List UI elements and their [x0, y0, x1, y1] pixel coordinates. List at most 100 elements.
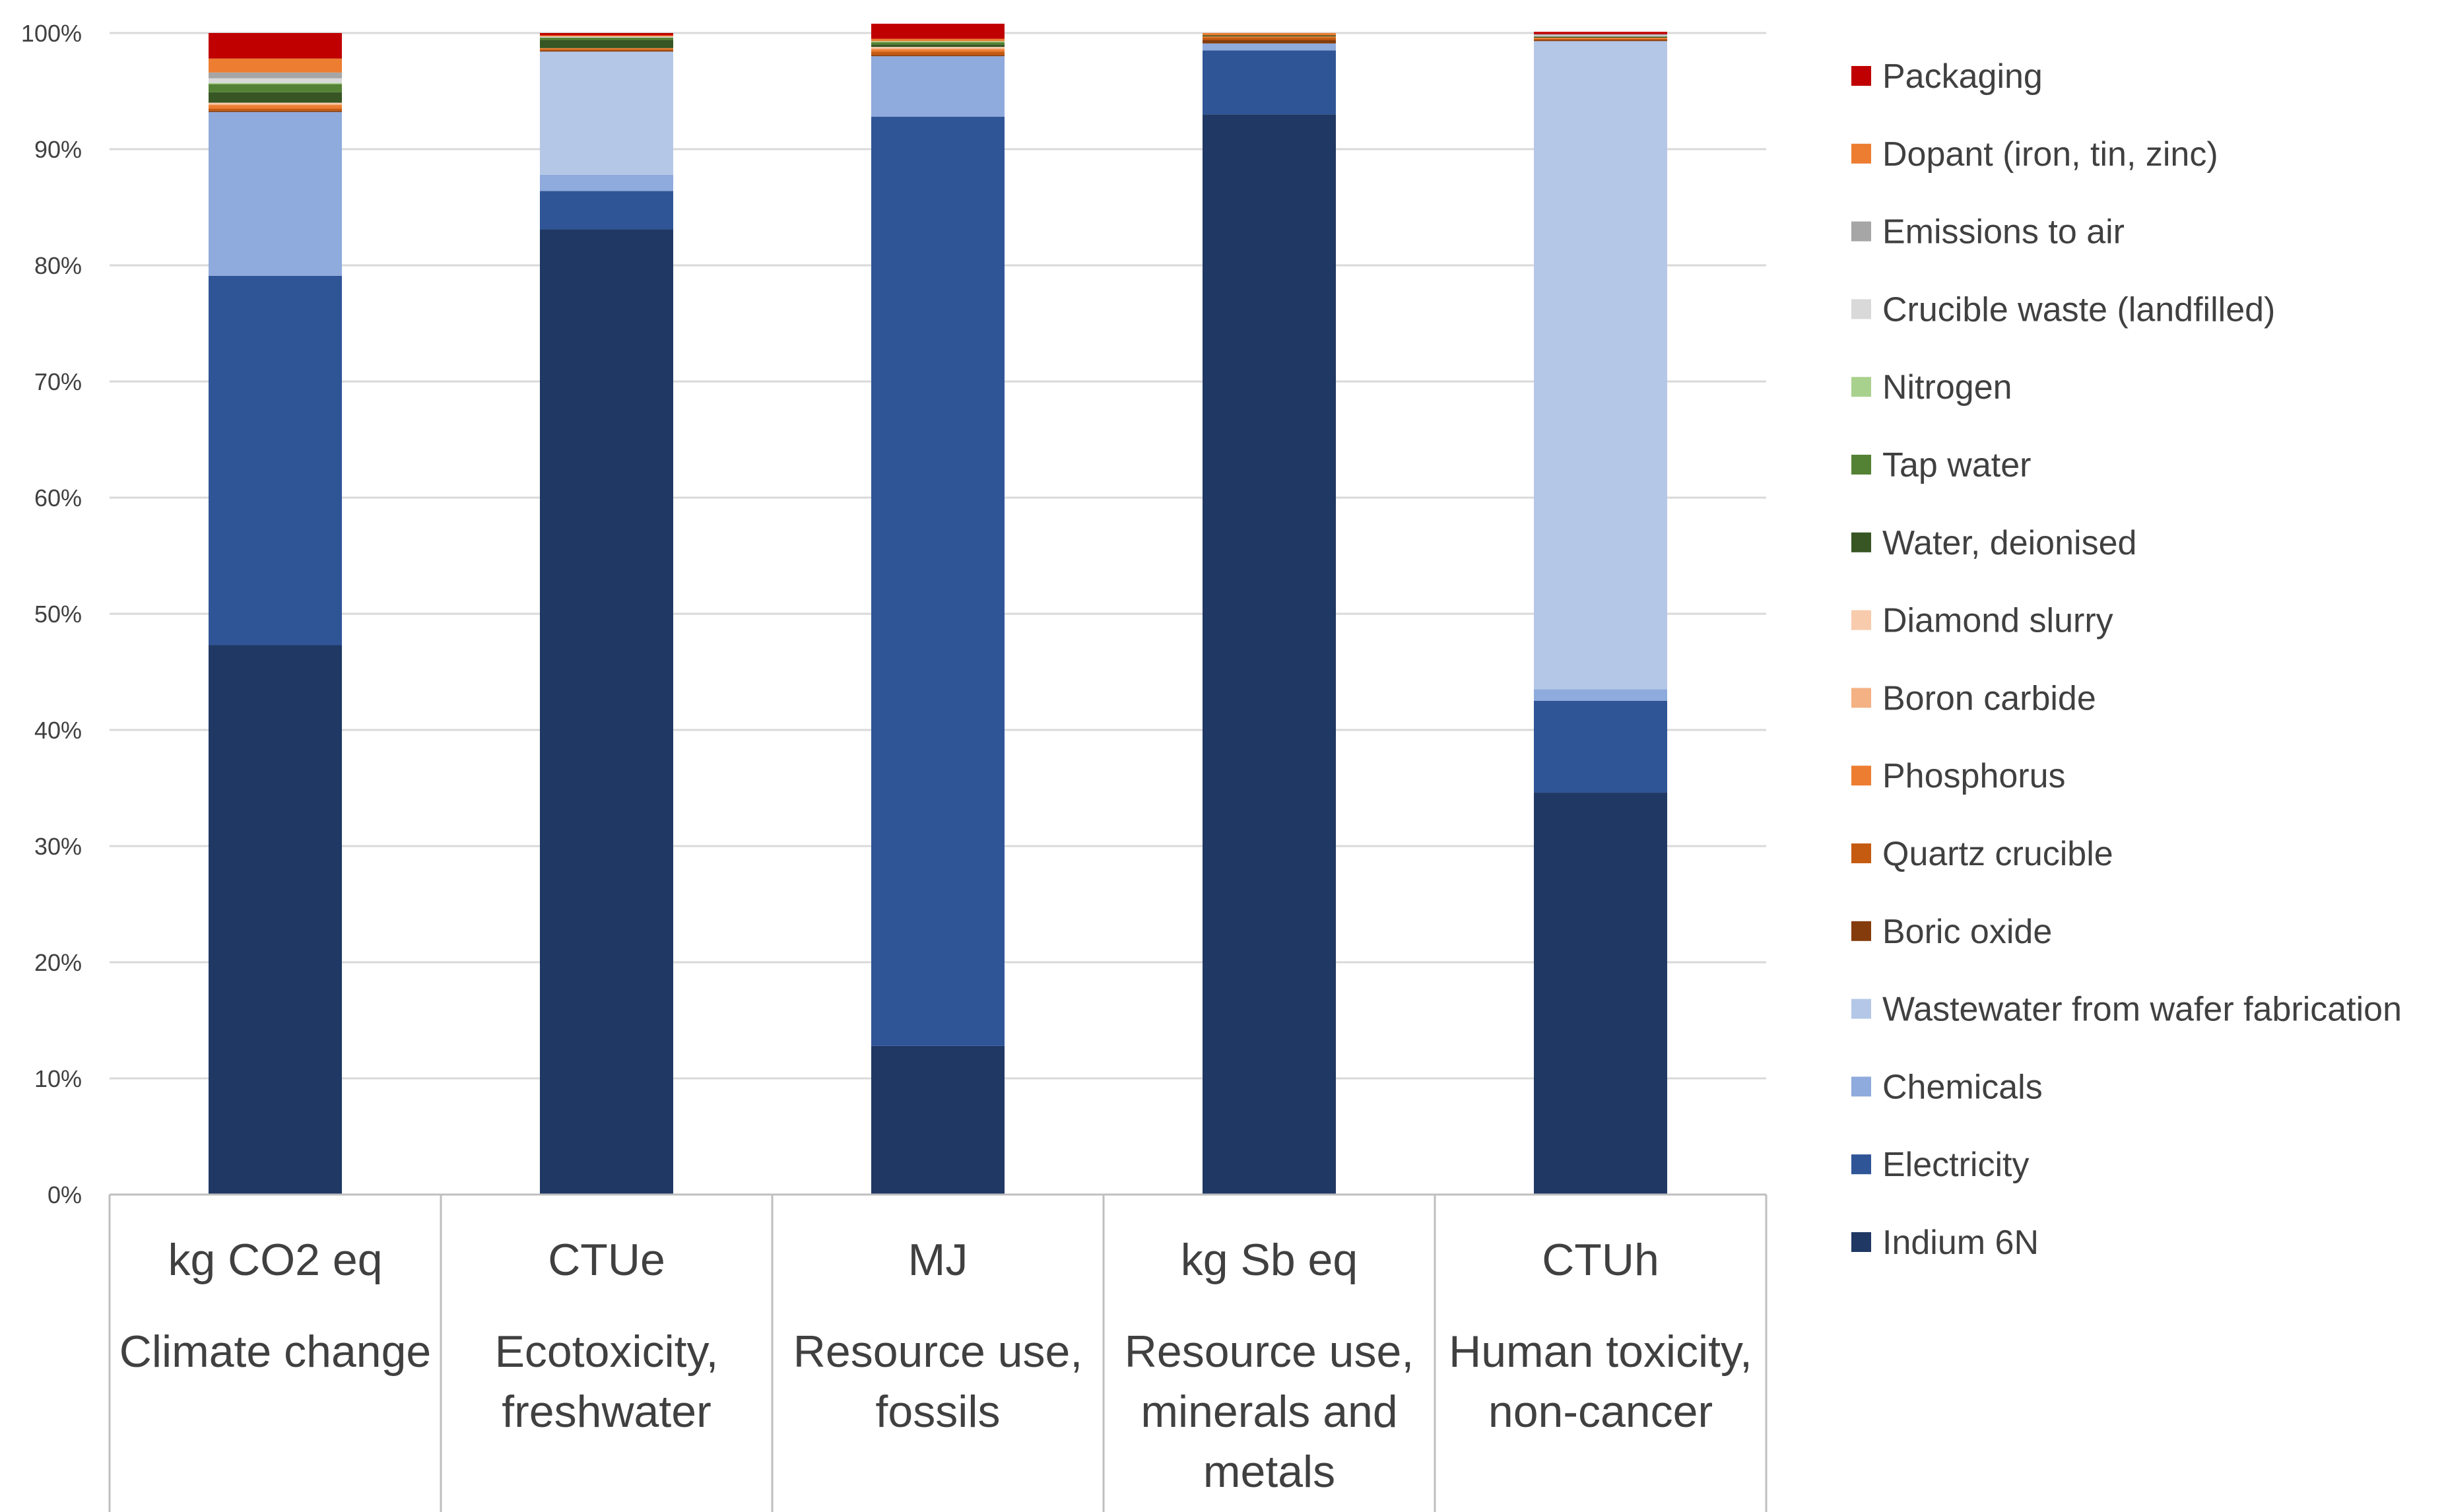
bar-segment-boric-oxide-ctuh	[1534, 40, 1667, 42]
category-name-label: Resource use,	[793, 1327, 1082, 1377]
bar-segment-quartz-crucible-kg-sb-eq	[1203, 38, 1336, 40]
category-name-label: freshwater	[502, 1387, 711, 1437]
bar-segment-electricity-ctue	[540, 191, 673, 230]
y-tick-label: 70%	[34, 368, 82, 395]
bar-segment-quartz-crucible-ctuh	[1534, 38, 1667, 40]
bar-segment-boric-oxide-kg-sb-eq	[1203, 40, 1336, 44]
bar-segment-boron-carbide-kg-co2-eq	[209, 104, 342, 106]
legend-label-quartz-crucible: Quartz crucible	[1882, 835, 2113, 873]
bar-segment-indium-6n-kg-sb-eq	[1203, 114, 1336, 1195]
category-name-label: Ecotoxicity,	[495, 1327, 719, 1377]
bar-segment-quartz-crucible-kg-co2-eq	[209, 108, 342, 111]
legend-swatch-crucible-waste-landfilled	[1851, 299, 1871, 319]
bar-segment-water-deionised-ctuh	[1534, 36, 1667, 38]
x-category-labels: kg CO2 eq Climate change CTUe Ecotoxicity, f…	[119, 1235, 1752, 1497]
y-tick-label: 50%	[34, 601, 82, 628]
legend-label-packaging: Packaging	[1882, 57, 2043, 96]
legend-label-wastewater-from-wafer-fabrication: Wastewater from wafer fabrication	[1882, 991, 2402, 1029]
bar-segment-dopant-iron-tin-zinc-mj	[871, 38, 1005, 42]
y-tick-label: 60%	[34, 484, 82, 511]
category-unit-label: kg CO2 eq	[168, 1235, 382, 1285]
legend-label-chemicals: Chemicals	[1882, 1068, 2043, 1106]
legend-swatch-diamond-slurry	[1851, 610, 1871, 630]
y-tick-labels: 0% 10% 20% 30% 40% 50% 60% 70% 80% 90% 100%	[21, 20, 82, 1208]
bar-segment-boron-carbide-mj	[871, 48, 1005, 49]
bar-segment-chemicals-kg-co2-eq	[209, 112, 342, 276]
bar-segment-tap-water-mj	[871, 42, 1005, 45]
bar-segment-electricity-kg-sb-eq	[1203, 50, 1336, 115]
bar-segment-emissions-to-air-kg-co2-eq	[209, 72, 342, 79]
bar-segment-wastewater-from-wafer-fabrication-ctue	[540, 51, 673, 175]
bar-segment-indium-6n-kg-co2-eq	[209, 645, 342, 1195]
bar-segment-nitrogen-mj	[871, 41, 1005, 43]
bar-segment-packaging-ctue	[540, 33, 673, 36]
bar-segment-chemicals-ctuh	[1534, 689, 1667, 701]
bar-segment-water-deionised-kg-sb-eq	[1203, 35, 1336, 37]
legend-swatch-wastewater-from-wafer-fabrication	[1851, 999, 1871, 1019]
bar-segment-phosphorus-mj	[871, 49, 1005, 52]
bar-segment-dopant-iron-tin-zinc-ctue	[540, 35, 673, 37]
legend-swatch-packaging	[1851, 66, 1871, 86]
legend-swatch-water-deionised	[1851, 532, 1871, 552]
category-name-label: Human toxicity,	[1449, 1327, 1752, 1377]
category-unit-label: MJ	[908, 1235, 968, 1285]
bar-segment-chemicals-ctue	[540, 174, 673, 191]
bar-segment-boric-oxide-ctue	[540, 50, 673, 52]
bar-segment-dopant-iron-tin-zinc-kg-sb-eq	[1203, 33, 1336, 36]
legend-label-water-deionised: Water, deionised	[1882, 524, 2136, 562]
bar-segment-dopant-iron-tin-zinc-kg-co2-eq	[209, 58, 342, 73]
bar-segment-electricity-ctuh	[1534, 701, 1667, 793]
legend-label-phosphorus: Phosphorus	[1882, 757, 2066, 795]
y-tick-label: 10%	[34, 1065, 82, 1092]
category-name-label: non-cancer	[1488, 1387, 1713, 1437]
category-name-label: Resource use,	[1125, 1327, 1414, 1377]
bar-segment-quartz-crucible-ctue	[540, 49, 673, 51]
y-tick-label: 40%	[34, 717, 82, 744]
bar-segment-tap-water-ctue	[540, 38, 673, 40]
bar-segment-chemicals-mj	[871, 56, 1005, 117]
legend-swatch-emissions-to-air	[1851, 221, 1871, 242]
bar-segment-water-deionised-kg-co2-eq	[209, 92, 342, 103]
bars	[209, 23, 1667, 1195]
legend-swatch-indium-6n	[1851, 1232, 1871, 1252]
legend-swatch-quartz-crucible	[1851, 843, 1871, 863]
bar-segment-packaging-kg-co2-eq	[209, 33, 342, 59]
y-tick-label: 90%	[34, 136, 82, 163]
legend-swatch-tap-water	[1851, 455, 1871, 475]
bar-segment-boric-oxide-mj	[871, 55, 1005, 57]
legend-label-boric-oxide: Boric oxide	[1882, 913, 2052, 951]
bar-segment-diamond-slurry-mj	[871, 47, 1005, 48]
legend: Packaging Dopant (iron, tin, zinc) Emissio…	[1851, 57, 2402, 1262]
bar-segment-indium-6n-ctue	[540, 229, 673, 1195]
bar-segment-indium-6n-mj	[871, 1045, 1005, 1195]
legend-label-indium-6n: Indium 6N	[1882, 1224, 2039, 1262]
legend-swatch-boron-carbide	[1851, 688, 1871, 708]
legend-swatch-phosphorus	[1851, 766, 1871, 786]
bar-segment-water-deionised-mj	[871, 44, 1005, 48]
bar-segment-nitrogen-kg-co2-eq	[209, 82, 342, 84]
bar-segment-water-deionised-ctue	[540, 40, 673, 48]
bar-segment-phosphorus-kg-co2-eq	[209, 105, 342, 109]
category-name-label: Climate change	[119, 1327, 431, 1377]
bar-segment-boric-oxide-kg-co2-eq	[209, 110, 342, 112]
bar-segment-packaging-mj	[871, 23, 1005, 39]
y-tick-label: 20%	[34, 949, 82, 976]
y-tick-label: 0%	[48, 1181, 82, 1208]
category-name-label: fossils	[876, 1387, 1001, 1437]
legend-label-boron-carbide: Boron carbide	[1882, 679, 2096, 717]
bar-segment-quartz-crucible-mj	[871, 51, 1005, 55]
bar-segment-electricity-mj	[871, 116, 1005, 1046]
bar-segment-phosphorus-ctuh	[1534, 38, 1667, 39]
category-unit-label: kg Sb eq	[1181, 1235, 1358, 1285]
bar-segment-crucible-waste-landfilled-ctuh	[1534, 35, 1667, 37]
bar-segment-diamond-slurry-kg-co2-eq	[209, 102, 342, 104]
legend-label-dopant-iron-tin-zinc: Dopant (iron, tin, zinc)	[1882, 135, 2218, 174]
legend-swatch-dopant-iron-tin-zinc	[1851, 143, 1871, 164]
bar-segment-indium-6n-ctuh	[1534, 793, 1667, 1195]
legend-label-nitrogen: Nitrogen	[1882, 368, 2012, 407]
category-name-label: minerals and	[1140, 1387, 1397, 1437]
category-name-label: metals	[1203, 1447, 1335, 1497]
category-unit-label: CTUe	[548, 1235, 665, 1285]
legend-label-electricity: Electricity	[1882, 1146, 2029, 1184]
